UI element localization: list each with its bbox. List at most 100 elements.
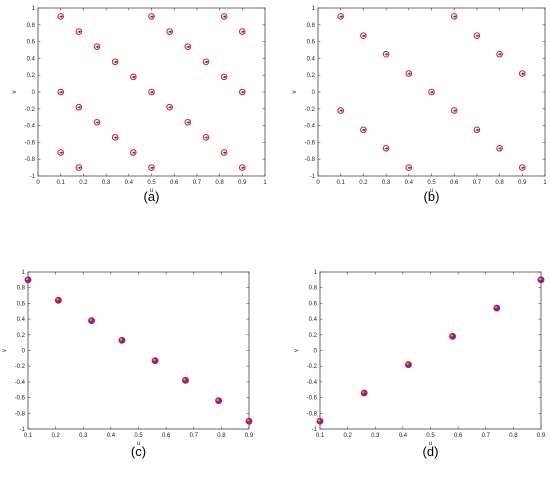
data-point [202, 134, 210, 141]
y-tick-label: -0.4 [305, 124, 316, 130]
x-tick-label: 0.6 [454, 433, 463, 439]
x-tick-label: 0.4 [107, 433, 116, 439]
y-tick-label: 0.8 [307, 23, 316, 29]
data-point [57, 88, 65, 96]
data-point [405, 70, 413, 77]
data-point [450, 13, 458, 20]
true-point [408, 166, 411, 169]
y-tick-label: 0 [22, 349, 26, 355]
y-tick-label: -0.8 [15, 411, 26, 417]
data-point [75, 28, 83, 35]
y-tick-label: -1 [310, 174, 316, 180]
estimate-mark [26, 277, 29, 281]
data-point [496, 144, 503, 152]
data-point [166, 28, 173, 35]
true-point [169, 106, 172, 109]
data-point [239, 164, 246, 171]
true-point [223, 15, 226, 18]
y-tick-label: 1 [312, 6, 316, 12]
x-axis-label: u [429, 441, 432, 447]
true-point [476, 34, 479, 38]
data-point [93, 118, 101, 126]
data-point [473, 32, 481, 40]
y-tick-label: -0.4 [15, 380, 26, 386]
true-point [499, 147, 502, 150]
data-point [337, 13, 345, 20]
x-tick-label: 0.4 [125, 180, 134, 186]
y-tick-label: -0.6 [305, 140, 316, 146]
x-tick-label: 0.6 [170, 180, 179, 186]
y-axis-label: v [292, 91, 298, 94]
panel-a: 0 0.1 0.2 0.3 0.4 0.5 0.6 0.7 0.8 0.9 1 -1 -0.8 -0.6 -… [12, 6, 267, 204]
y-tick-label: -0.6 [307, 396, 318, 402]
x-tick-label: 0.2 [359, 180, 368, 186]
x-tick-label: 0.2 [343, 433, 352, 439]
data-point [360, 32, 367, 40]
data-point [450, 107, 458, 114]
data-point [184, 118, 192, 126]
y-tick-label: 0 [314, 349, 318, 355]
x-tick-label: 0.9 [238, 180, 247, 186]
data-point [57, 149, 65, 156]
true-point [169, 30, 172, 33]
data-point [428, 88, 435, 96]
true-point [241, 91, 244, 94]
x-tick-label: 0.5 [426, 433, 435, 439]
x-axis-label: u [137, 441, 140, 447]
x-tick-label: 0.6 [162, 433, 171, 439]
estimate-mark [56, 298, 59, 301]
true-point [385, 53, 388, 56]
y-tick-label: 0.4 [27, 56, 36, 62]
y-tick-label: 0.4 [17, 317, 26, 323]
true-point [521, 166, 525, 169]
x-tick-label: 0.5 [427, 180, 436, 186]
data-point [382, 144, 390, 152]
x-tick-label: 0.1 [57, 180, 66, 186]
x-tick-label: 0.9 [518, 180, 527, 186]
x-tick-label: 0.3 [382, 180, 391, 186]
data-point [130, 149, 137, 156]
data-point [220, 13, 228, 20]
y-tick-label: -0.8 [307, 411, 318, 417]
x-tick-label: 0.7 [473, 180, 482, 186]
panel-label-d: (d) [423, 444, 439, 459]
x-tick-label: 0.9 [537, 433, 546, 439]
true-point [151, 15, 154, 18]
y-tick-label: 0.8 [17, 286, 26, 292]
data-point [75, 164, 83, 171]
data-point [382, 50, 390, 58]
axes-frame [27, 271, 250, 430]
y-tick-label: 0.4 [309, 317, 318, 323]
x-tick-label: 0.4 [405, 180, 414, 186]
panel-d: 0.1 0.2 0.3 0.4 0.5 0.6 0.7 0.8 0.9 -1 -0.8 -0.6 -0.… [294, 270, 546, 459]
y-tick-label: 0.6 [309, 301, 318, 307]
y-tick-label: -0.4 [25, 124, 36, 130]
y-tick-label: 1 [314, 270, 318, 276]
y-axis-label: v [294, 349, 300, 352]
data-point [148, 88, 155, 96]
true-point [205, 136, 208, 139]
true-point [205, 60, 208, 64]
true-point [521, 72, 525, 75]
y-tick-label: -0.2 [305, 107, 316, 113]
y-tick-label: -1 [20, 427, 26, 433]
data-point [519, 70, 526, 77]
data-point [166, 103, 173, 111]
y-tick-label: -0.8 [305, 157, 316, 163]
estimate-mark [183, 378, 186, 381]
x-tick-label: 0.1 [24, 433, 33, 439]
estimate-mark [318, 419, 321, 422]
x-tick-label: 0.5 [147, 180, 156, 186]
data-point [473, 126, 481, 134]
y-tick-label: 0.4 [307, 56, 316, 62]
data-point [184, 43, 192, 50]
estimate-mark [119, 338, 123, 341]
y-tick-label: 1 [22, 270, 26, 276]
y-tick-label: -0.2 [307, 364, 318, 370]
panel-label-b: (b) [424, 189, 440, 204]
panel-b: 0 0.1 0.2 0.3 0.4 0.5 0.6 0.7 0.8 0.9 1 -1 -0.8 -0.6 -… [292, 6, 547, 204]
y-tick-label: 0.2 [309, 333, 318, 339]
data-point [57, 13, 65, 20]
data-point [111, 58, 119, 66]
true-point [78, 106, 81, 109]
